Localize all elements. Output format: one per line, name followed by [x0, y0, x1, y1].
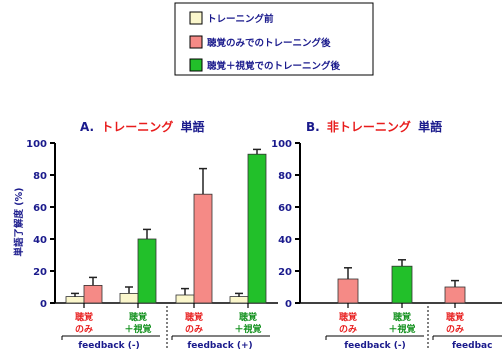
panel-b-group-label-0: feedback (-): [344, 341, 406, 351]
panel-b-group-label-1: feedbac: [452, 341, 492, 351]
panel-a-bar-1-0-0: [175, 294, 195, 304]
panel-a-cat-line2-3: ＋視覚: [234, 323, 261, 335]
panel-a-ytick-label-5: 100: [26, 139, 47, 150]
legend-box: [174, 2, 374, 76]
panel-b-ytick-label-3: 60: [278, 203, 292, 214]
panel-a-title-suffix: 単語: [180, 119, 204, 134]
panel-b-title-suffix: 単語: [418, 119, 442, 134]
panel-b-cat-line2-2: のみ: [446, 324, 464, 335]
panel-b-ytick-label-4: 80: [278, 171, 292, 182]
legend-swatch-audio: [189, 35, 203, 49]
panel-a-ytick-label-2: 40: [33, 235, 47, 246]
panel-b-ytick-label-5: 100: [271, 139, 292, 150]
panel-a-cat-line1-0: 聴覚: [75, 311, 93, 323]
panel-b-cat-line1-0: 聴覚: [339, 311, 357, 323]
panel-b-title-main: 非トレーニング: [327, 119, 411, 134]
panel-a-group-label-0: feedback (-): [78, 341, 140, 351]
panel-a-cat-line2-1: ＋視覚: [124, 323, 151, 335]
panel-a-ylabel: 単語了解度 (%): [13, 187, 25, 256]
panel-a-bar-0-0-1: [83, 284, 103, 304]
panel-b-cat-line1-2: 聴覚: [446, 311, 464, 323]
panel-a-cat-line2-2: のみ: [185, 324, 203, 335]
legend-label-audiovisual: 聴覚＋視覚でのトレーニング後: [207, 60, 341, 72]
panel-a-bar-1-1-1: [247, 153, 267, 304]
panel-a-bar-0-1-1: [137, 238, 157, 304]
panel-b-cat-line1-1: 聴覚: [393, 311, 411, 323]
panel-a-ytick-label-4: 80: [33, 171, 47, 182]
panel-a-cat-line1-3: 聴覚: [239, 311, 257, 323]
panel-a-group-label-1: feedback (+): [187, 341, 252, 351]
panel-a-title: A. トレーニング 単語: [80, 119, 204, 134]
panel-a-bar-1-0-1: [193, 193, 213, 304]
legend-swatch-before: [189, 11, 203, 25]
panel-b-ytick-label-1: 20: [278, 267, 292, 278]
legend: トレーニング前 聴覚のみでのトレーニング後 聴覚＋視覚でのトレーニング後: [174, 2, 374, 76]
panel-a-bar-1-1-0: [229, 296, 249, 304]
legend-label-audio: 聴覚のみでのトレーニング後: [207, 37, 331, 49]
panel-b-ytick-label-0: 0: [285, 299, 292, 310]
panel-b-title-prefix: B.: [306, 120, 320, 134]
legend-label-before: トレーニング前: [207, 13, 274, 25]
panel-a-ytick-label-0: 0: [40, 299, 47, 310]
panel-a-cat-line2-0: のみ: [75, 324, 93, 335]
panel-a-ytick-label-3: 60: [33, 203, 47, 214]
panel-b-title: B. 非トレーニング 単語: [306, 119, 442, 134]
panel-a-bar-0-0-0: [65, 296, 85, 304]
panel-a-title-main: トレーニング: [101, 119, 173, 134]
panel-a-title-prefix: A.: [80, 120, 94, 134]
panel-b-cat-line2-0: のみ: [339, 324, 357, 335]
panel-b-bar-0-0-0: [337, 278, 359, 304]
panel-a-cat-line1-1: 聴覚: [129, 311, 147, 323]
panel-b-ytick-label-2: 40: [278, 235, 292, 246]
panel-b-bar-1-0-0: [444, 286, 466, 304]
panel-a-bar-0-1-0: [119, 292, 139, 304]
panel-b-bar-0-1-0: [391, 265, 413, 304]
panel-b-cat-line2-1: ＋視覚: [388, 323, 415, 335]
panel-a-ytick-label-1: 20: [33, 267, 47, 278]
panel-a-cat-line1-2: 聴覚: [185, 311, 203, 323]
legend-swatch-audiovisual: [189, 58, 203, 72]
